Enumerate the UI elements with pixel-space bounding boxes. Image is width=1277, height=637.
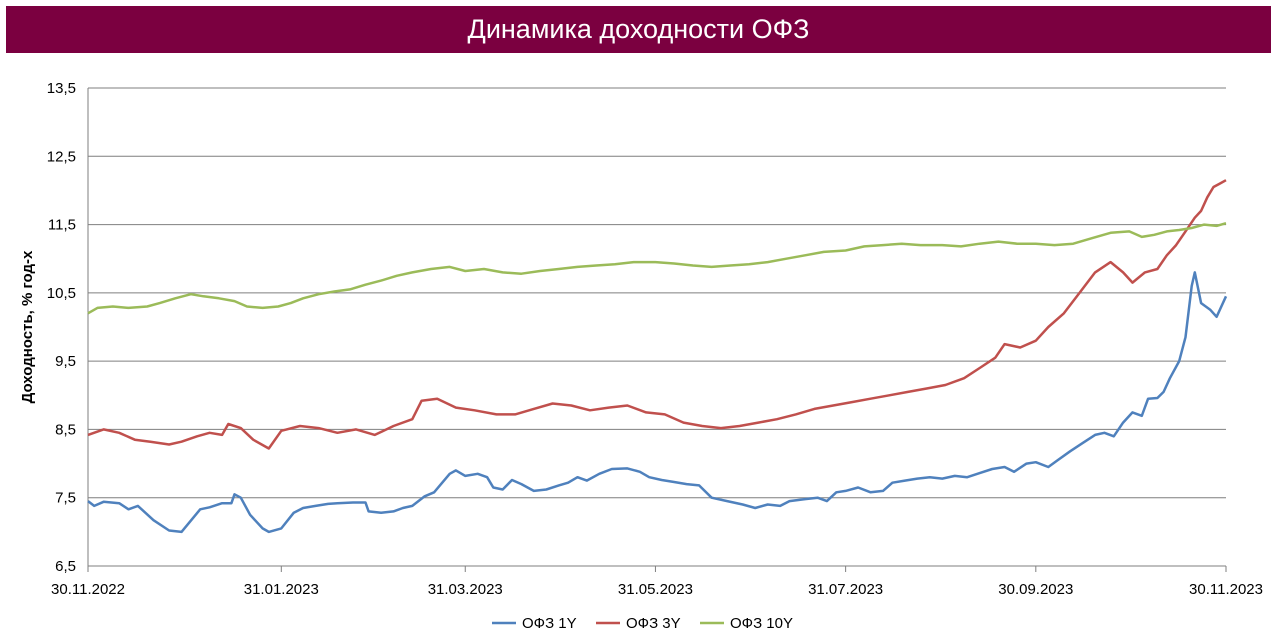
legend-entry: ОФЗ 10Y <box>730 615 793 632</box>
chart-title: Динамика доходности ОФЗ <box>467 14 810 44</box>
y-tick-label: 11,5 <box>48 217 76 234</box>
y-tick-label: 12,5 <box>47 148 76 165</box>
x-tick-label: 31.05.2023 <box>618 581 693 598</box>
x-tick-label: 30.11.2023 <box>1189 581 1263 598</box>
y-tick-label: 10,5 <box>47 285 76 302</box>
y-tick-label: 6,5 <box>55 558 76 575</box>
x-axis-ticks: 30.11.2022 31.01.2023 31.03.2023 31.05.2023… <box>51 566 1263 598</box>
y-tick-label: 13,5 <box>47 80 76 97</box>
x-tick-label: 31.07.2023 <box>808 581 883 598</box>
chart-title-bar: Динамика доходности ОФЗ <box>6 6 1271 53</box>
legend: ОФЗ 1Y ОФЗ 3Y ОФЗ 10Y <box>492 615 793 632</box>
series-lines <box>87 179 1228 534</box>
gridlines <box>87 87 1226 567</box>
y-tick-label: 7,5 <box>55 490 76 507</box>
x-tick-label: 30.11.2022 <box>51 581 125 598</box>
series-line-2 <box>87 179 1227 450</box>
series-line-1 <box>87 271 1228 534</box>
y-tick-label: 8,5 <box>55 421 76 438</box>
x-tick-label: 31.03.2023 <box>428 581 503 598</box>
legend-entry: ОФЗ 3Y <box>626 615 681 632</box>
x-tick-label: 30.09.2023 <box>998 581 1073 598</box>
y-tick-label: 9,5 <box>55 353 76 370</box>
x-tick-label: 31.01.2023 <box>244 581 319 598</box>
y-axis-label: Доходность, % год-х <box>19 250 36 403</box>
y-axis-ticks: 6,5 7,5 8,5 9,5 10,5 11,5 12,5 13,5 <box>47 80 76 575</box>
legend-entry: ОФЗ 1Y <box>522 615 577 632</box>
series-line-3 <box>87 221 1227 315</box>
